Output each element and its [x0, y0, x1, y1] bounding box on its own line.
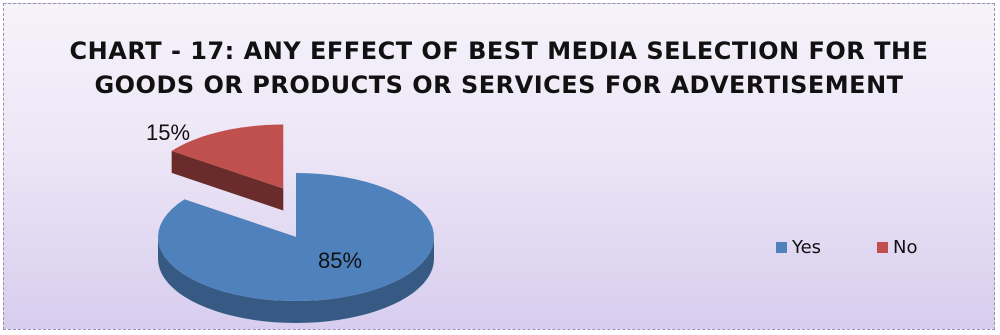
- data-label-no: 15%: [146, 120, 190, 145]
- legend-swatch-no: [877, 241, 888, 253]
- legend-swatch-yes: [776, 241, 787, 253]
- data-label-yes: 85%: [318, 248, 362, 273]
- legend-label-yes: Yes: [792, 236, 822, 258]
- legend-item-yes: Yes: [776, 236, 822, 258]
- pie-slice-no: [171, 124, 284, 189]
- pie-slice-yes: [158, 173, 434, 301]
- pie-rim-yes: [158, 237, 434, 323]
- chart-title-line-1: CHART - 17: ANY EFFECT OF BEST MEDIA SEL…: [69, 37, 929, 65]
- chart-title: CHART - 17: ANY EFFECT OF BEST MEDIA SEL…: [64, 34, 934, 102]
- legend-item-no: No: [877, 236, 918, 258]
- legend-label-no: No: [893, 236, 918, 258]
- pie-side-wall-no: [171, 150, 284, 211]
- chart-title-line-2: GOODS OR PRODUCTS OR SERVICES FOR ADVERT…: [94, 71, 904, 99]
